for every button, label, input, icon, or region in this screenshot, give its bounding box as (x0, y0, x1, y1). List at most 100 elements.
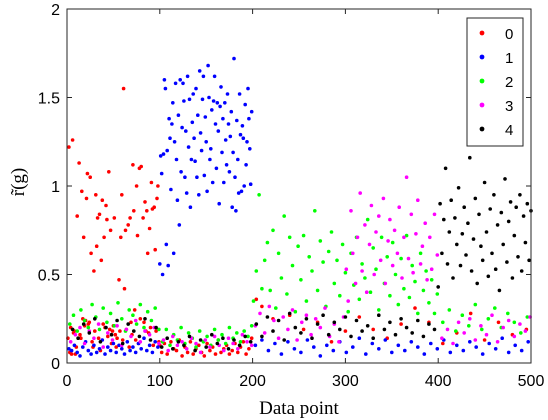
point-series-0-129 (254, 297, 259, 302)
point-series-1-55 (178, 78, 182, 82)
point-series-3-72 (372, 272, 377, 277)
point-series-3-48 (290, 308, 295, 312)
point-series-0-111 (202, 354, 207, 358)
point-series-1-35 (159, 171, 164, 176)
point-series-3-46 (281, 315, 286, 319)
point-series-2-120 (460, 313, 465, 318)
point-series-1-59 (182, 99, 186, 103)
point-series-2-112 (424, 269, 428, 273)
point-series-2-65 (293, 309, 298, 314)
point-series-1-27 (142, 336, 146, 341)
point-series-1-86 (207, 95, 211, 100)
point-series-3-96 (428, 235, 432, 240)
point-series-1-1 (69, 348, 74, 353)
point-series-1-93 (213, 122, 218, 126)
point-series-2-48 (246, 334, 250, 339)
point-series-0-85 (148, 325, 153, 330)
point-series-1-24 (133, 350, 138, 355)
point-series-4-108 (514, 205, 518, 209)
point-series-1-156 (403, 348, 407, 353)
point-series-1-104 (223, 138, 228, 142)
point-series-1-111 (230, 205, 234, 209)
point-series-4-106 (510, 276, 515, 280)
point-series-0-91 (154, 329, 158, 333)
point-series-1-102 (222, 180, 226, 185)
point-series-2-18 (134, 322, 139, 326)
point-series-1-136 (273, 341, 277, 346)
point-series-0-62 (126, 223, 130, 227)
point-series-1-32 (156, 345, 160, 349)
point-series-0-16 (81, 235, 86, 240)
point-series-3-51 (304, 313, 309, 318)
point-series-4-47 (332, 320, 337, 325)
point-series-1-52 (175, 198, 180, 202)
point-series-1-101 (221, 116, 225, 121)
point-series-1-0 (67, 347, 71, 351)
point-series-3-47 (286, 327, 290, 332)
point-series-0-96 (159, 350, 164, 355)
point-series-4-53 (365, 324, 370, 328)
point-series-4-11 (132, 329, 136, 333)
point-series-4-64 (427, 322, 431, 326)
point-series-1-171 (500, 336, 505, 341)
point-series-4-109 (516, 254, 520, 259)
point-series-0-36 (100, 198, 105, 202)
point-series-4-76 (455, 242, 459, 247)
point-series-4-22 (193, 348, 197, 353)
point-series-0-41 (105, 217, 109, 222)
point-series-2-54 (262, 258, 267, 263)
point-series-4-110 (518, 193, 522, 197)
point-series-2-106 (407, 295, 412, 300)
point-series-4-10 (126, 322, 130, 326)
point-series-0-29 (94, 193, 98, 197)
point-series-0-35 (99, 258, 104, 263)
point-series-1-34 (158, 154, 163, 158)
point-series-1-145 (331, 348, 336, 353)
point-series-0-76 (139, 164, 143, 169)
point-series-4-12 (137, 334, 142, 339)
point-series-2-72 (313, 209, 317, 213)
point-series-4-18 (171, 347, 175, 351)
point-series-1-141 (305, 338, 310, 342)
point-series-4-20 (182, 343, 186, 348)
point-series-1-9 (92, 343, 96, 348)
point-series-3-55 (323, 306, 327, 310)
point-series-3-95 (425, 278, 429, 282)
legend-label-1: 1 (505, 50, 513, 67)
point-series-1-92 (212, 74, 217, 79)
point-series-2-98 (385, 254, 390, 259)
point-series-1-108 (227, 170, 232, 174)
point-series-1-89 (210, 108, 214, 112)
point-series-4-75 (453, 216, 457, 220)
point-series-4-31 (243, 334, 247, 339)
point-series-0-125 (241, 340, 246, 344)
point-series-1-54 (177, 223, 182, 227)
point-series-0-53 (117, 278, 121, 282)
point-series-1-87 (208, 157, 212, 162)
point-series-4-111 (519, 269, 524, 273)
point-series-0-52 (115, 336, 119, 341)
point-series-0-109 (197, 343, 201, 348)
point-series-2-64 (290, 263, 295, 268)
point-series-2-100 (390, 240, 395, 245)
point-series-1-164 (455, 343, 459, 348)
point-series-0-58 (121, 86, 126, 91)
point-series-4-56 (382, 327, 387, 332)
point-series-1-67 (189, 157, 194, 162)
point-series-3-34 (226, 336, 231, 341)
point-series-0-12 (78, 332, 82, 337)
point-series-3-39 (249, 343, 254, 348)
point-series-0-43 (107, 170, 111, 174)
point-series-2-108 (413, 279, 417, 284)
point-series-2-111 (421, 288, 426, 293)
x-tick-label-3: 300 (332, 373, 359, 390)
point-series-3-64 (353, 281, 358, 286)
point-series-1-13 (103, 352, 107, 356)
point-series-1-172 (506, 350, 511, 355)
point-series-4-37 (276, 318, 281, 323)
point-series-1-5 (81, 345, 85, 349)
point-series-3-75 (378, 258, 383, 263)
point-series-1-42 (166, 263, 170, 268)
point-series-1-150 (364, 352, 368, 356)
point-series-3-79 (388, 217, 392, 222)
